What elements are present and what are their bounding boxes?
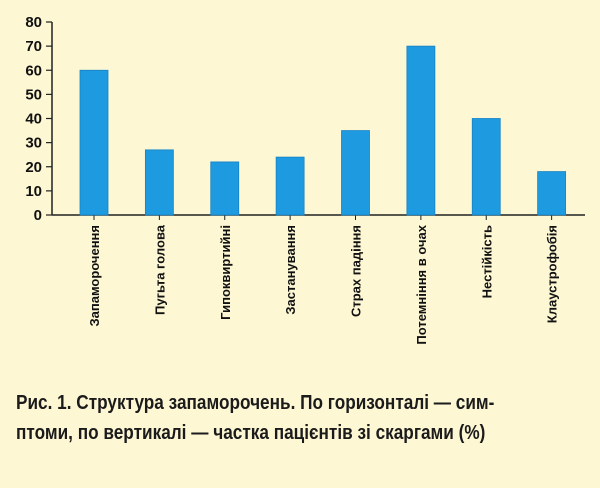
caption-line-2: птоми, по вертикалі — частка пацієнтів з…	[16, 422, 486, 444]
y-tick-label: 0	[34, 207, 42, 224]
x-tick-label: Гипоквиртийні	[218, 225, 233, 320]
y-tick-label: 10	[25, 183, 42, 200]
y-tick-label: 70	[25, 38, 42, 55]
axes	[46, 21, 585, 220]
y-tick-label: 40	[25, 111, 42, 128]
bar	[275, 156, 305, 216]
y-tick-label: 20	[25, 159, 42, 176]
bar	[210, 161, 240, 216]
x-tick-label: Клаустрофобія	[545, 225, 560, 323]
y-tick-label: 50	[25, 86, 42, 103]
x-tick-label: Потемніння в очах	[414, 224, 429, 344]
bar	[79, 69, 109, 216]
y-tick-label: 80	[25, 14, 42, 31]
y-tick-label: 30	[25, 135, 42, 152]
bars	[79, 45, 567, 216]
bar	[537, 171, 567, 216]
bar	[341, 130, 370, 216]
x-tick-label: Пугьта голова	[152, 224, 167, 315]
x-tick-label: Застанування	[283, 225, 298, 315]
bar	[406, 45, 436, 216]
bar	[471, 118, 501, 216]
x-tick-label: Страх падіння	[349, 225, 364, 317]
bar	[144, 149, 174, 216]
figure-caption: Рис. 1. Структура запаморочень. По гориз…	[16, 388, 575, 448]
caption-line-1: Рис. 1. Структура запаморочень. По гориз…	[16, 392, 495, 414]
x-tick-label: Нестійкість	[479, 225, 494, 298]
tick-labels: 0 10 20 30 40 50 60 70 80 Запаморочення Пугьта гол…	[25, 14, 559, 345]
x-tick-label: Запаморочення	[87, 225, 102, 326]
y-tick-label: 60	[25, 62, 42, 79]
